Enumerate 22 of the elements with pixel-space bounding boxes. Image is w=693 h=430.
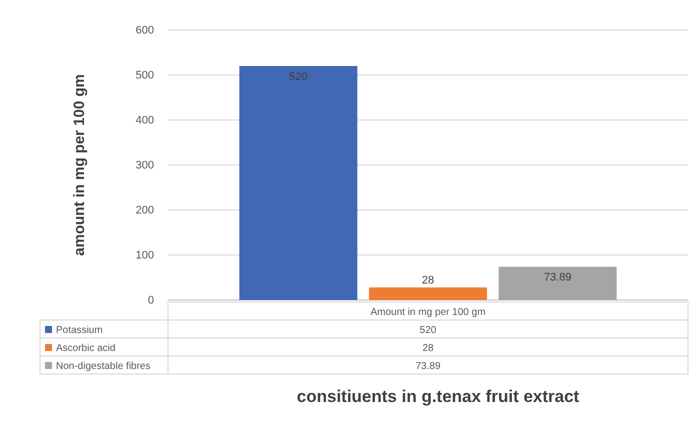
- legend-label: Ascorbic acid: [56, 343, 116, 354]
- text: 520: [420, 325, 436, 336]
- text: 73.89: [544, 272, 572, 284]
- text: 73.89: [415, 361, 441, 372]
- text: 28: [422, 274, 434, 286]
- y-tick-label: 500: [136, 70, 154, 82]
- legend-label: Potassium: [56, 325, 103, 336]
- bar: [498, 266, 617, 300]
- text: 28: [422, 343, 434, 354]
- y-tick-label: 100: [136, 250, 154, 262]
- legend-label: Non-digestable fibres: [56, 361, 150, 372]
- y-tick-label: 600: [136, 24, 154, 37]
- y-tick-label: 400: [136, 114, 154, 127]
- y-tick-label: 300: [136, 160, 154, 172]
- x-tick-label: Amount in mg per 100 gm: [370, 307, 486, 318]
- bar: [239, 66, 358, 300]
- y-axis-title: amount in mg per 100 gm: [71, 74, 88, 256]
- y-tick-label: 200: [136, 204, 154, 217]
- y-tick-label: 0: [148, 294, 154, 307]
- x-axis-title: consitiuents in g.tenax fruit extract: [296, 387, 580, 406]
- bar: [368, 287, 487, 300]
- text: 520: [289, 71, 308, 83]
